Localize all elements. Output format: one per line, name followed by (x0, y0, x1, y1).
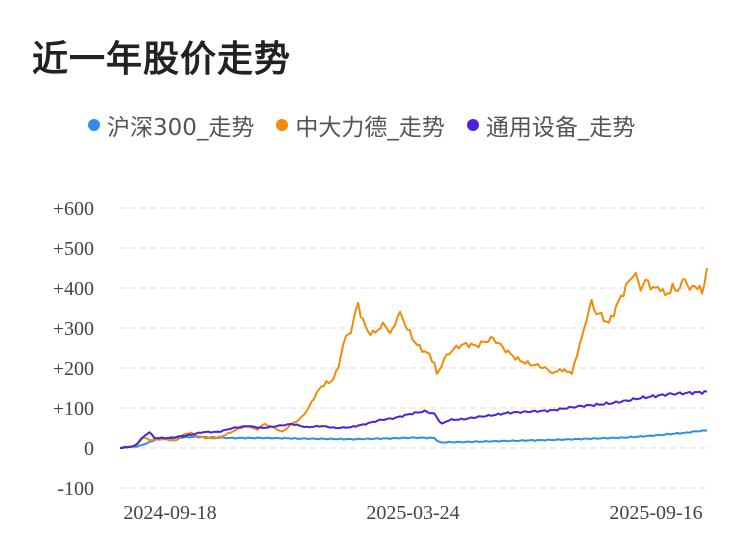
y-tick-label: +600 (53, 198, 94, 220)
y-tick-label: +100 (53, 398, 94, 420)
legend-item-zhongdalide[interactable]: 中大力德_走势 (276, 108, 445, 142)
legend-label-zhongdalide: 中大力德_走势 (295, 115, 445, 141)
legend-dot-tongyongshebei (466, 119, 479, 131)
legend-label-tongyongshebei: 通用设备_走势 (485, 115, 636, 141)
legend-item-tongyongshebei[interactable]: 通用设备_走势 (466, 108, 636, 142)
y-tick-label: +300 (53, 318, 94, 340)
series-line-1 (119, 267, 708, 450)
x-tick-label: 2025-09-16 (609, 502, 702, 524)
legend-label-hs300: 沪深300_走势 (107, 115, 255, 141)
y-tick-label: +200 (53, 358, 94, 380)
x-tick-label: 2025-03-24 (366, 502, 459, 524)
series-line-2 (120, 390, 708, 449)
series-line-0 (119, 429, 708, 449)
y-tick-label: +500 (53, 238, 94, 260)
legend-dot-hs300 (88, 119, 100, 131)
chart-title: 近一年股价走势 (32, 39, 292, 80)
y-tick-label: +400 (53, 278, 94, 300)
legend-dot-zhongdalide (276, 119, 289, 131)
x-tick-label: 2024-09-18 (123, 502, 216, 524)
y-tick-label: -100 (57, 478, 94, 500)
chart-legend: 沪深300_走势 中大力德_走势 通用设备_走势 (88, 108, 657, 142)
y-tick-label: 0 (84, 438, 94, 460)
legend-item-hs300[interactable]: 沪深300_走势 (88, 108, 254, 142)
